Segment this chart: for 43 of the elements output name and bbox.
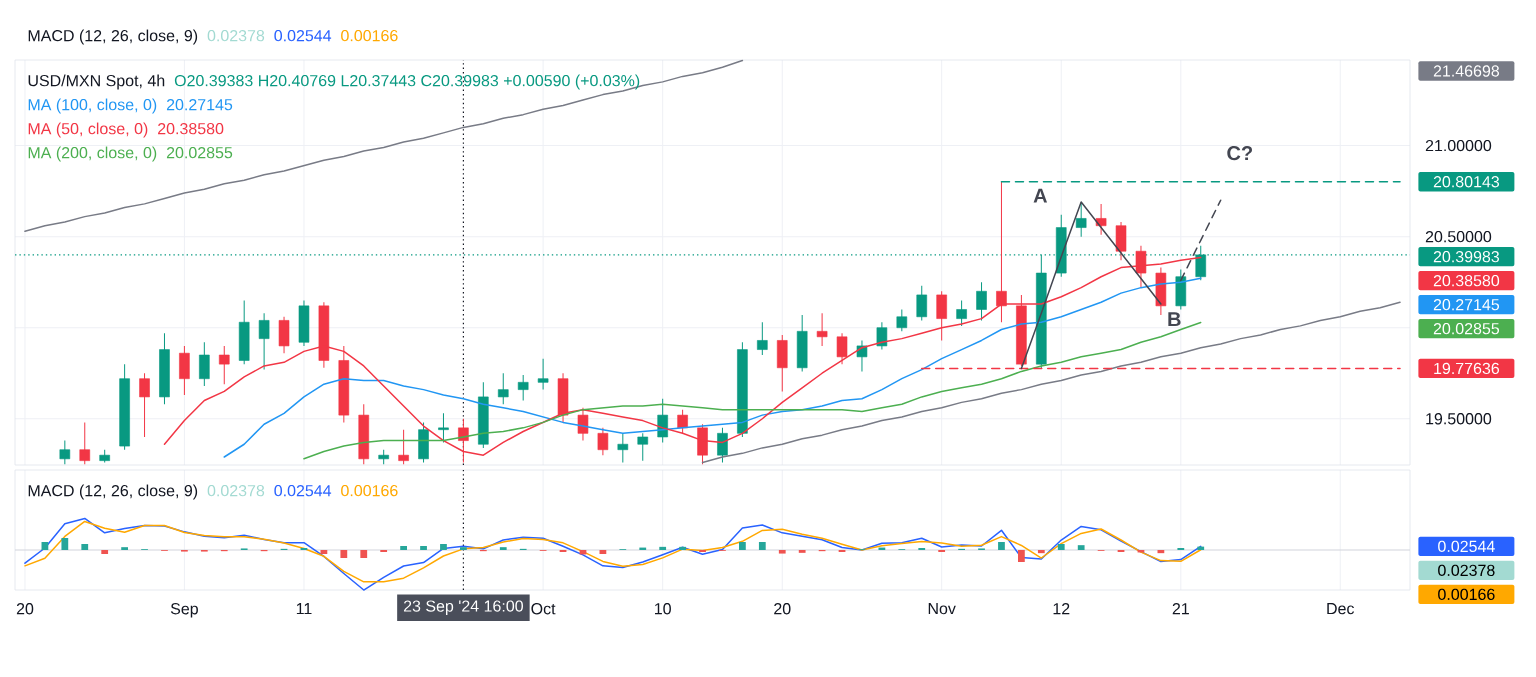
annotation: C?: [1227, 146, 1252, 161]
y-tick-label: 21.00000: [1425, 139, 1492, 152]
x-tick-label: 20: [774, 603, 791, 615]
x-tick-label: Oct: [531, 603, 556, 615]
text: MACD (12, 26, close, 9): [28, 29, 198, 45]
x-tick-label: 21: [1172, 603, 1189, 615]
x-tick-label: 20: [16, 603, 34, 615]
x-tick-label: 12: [1053, 603, 1070, 615]
text: 0.02544: [274, 29, 332, 42]
x-tick-label: Nov: [928, 603, 956, 615]
y-tick-label: 19.50000: [1426, 413, 1492, 425]
text: 0.02378: [207, 29, 265, 42]
text: 21.46698: [1433, 65, 1500, 77]
text: 0.00166: [341, 484, 398, 497]
annotation: 20.27145: [166, 98, 233, 111]
x-tick-label: 11: [296, 603, 312, 615]
text: 20.02855: [1433, 322, 1500, 335]
annotation: A: [1033, 188, 1048, 203]
text: MA (100, close, 0): [28, 98, 157, 114]
x-tick-label: Sep: [170, 603, 198, 618]
text: 0.02378: [207, 484, 265, 497]
chart-title: MACD (12, 26, close, 9): [28, 484, 198, 500]
text: 0.00166: [341, 29, 398, 42]
text: MA (50, close, 0): [28, 122, 148, 138]
x-tick-label: 10: [655, 603, 671, 615]
text: 0.02544: [274, 484, 332, 497]
text: 0.02378: [1438, 564, 1495, 577]
text: 19.77636: [1434, 362, 1500, 375]
annotation: 20.38580: [158, 122, 224, 135]
text: 20.80143: [1433, 176, 1500, 188]
text: 23 Sep '24 16:00: [403, 600, 523, 615]
x-tick-label: Dec: [1327, 603, 1355, 615]
text: 20.38580: [1433, 274, 1500, 287]
ref-line-label: 20.39983: [1433, 250, 1500, 263]
y-tick-label: 20.50000: [1425, 230, 1492, 243]
annotation: B: [1168, 312, 1181, 327]
text: USD/MXN Spot, 4h: [28, 74, 165, 90]
text: 20.27145: [1433, 298, 1500, 311]
text: MA (200, close, 0): [28, 146, 157, 162]
text: 0.02544: [1438, 540, 1495, 553]
text: O20.39383 H20.40769 L20.37443 C20.39983 +0.00590 (+0.03%): [174, 74, 640, 90]
text: 0.00166: [1438, 588, 1495, 601]
annotation: 20.02855: [166, 146, 233, 159]
